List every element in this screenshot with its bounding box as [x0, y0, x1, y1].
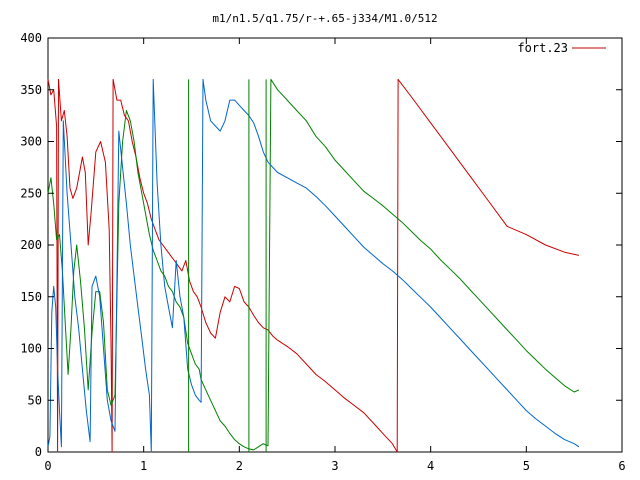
x-tick-label: 6	[618, 459, 625, 473]
x-tick-label: 0	[44, 459, 51, 473]
legend-label: fort.23	[517, 41, 568, 55]
legend: fort.23	[517, 41, 606, 55]
series-layer	[47, 78, 580, 453]
x-tick-label: 2	[236, 459, 243, 473]
y-tick-label: 100	[20, 342, 42, 356]
y-tick-label: 150	[20, 290, 42, 304]
x-tick-label: 1	[140, 459, 147, 473]
ticks-layer: 0 1 2 3 4 5 6 0 50 100 150 200 250 300 350 400	[20, 31, 625, 473]
y-tick-label: 400	[20, 31, 42, 45]
x-tick-label: 4	[427, 459, 434, 473]
chart-title: m1/n1.5/q1.75/r-+.65-j334/M1.0/512	[212, 12, 437, 25]
y-tick-label: 50	[28, 393, 42, 407]
y-tick-label: 300	[20, 135, 42, 149]
x-tick-label: 5	[523, 459, 530, 473]
series-line-0	[47, 78, 580, 453]
y-tick-label: 200	[20, 238, 42, 252]
y-tick-label: 250	[20, 186, 42, 200]
series-line-1	[47, 78, 580, 451]
x-tick-label: 3	[331, 459, 338, 473]
y-tick-label: 350	[20, 83, 42, 97]
series-line-2	[47, 78, 580, 453]
y-tick-label: 0	[35, 445, 42, 459]
